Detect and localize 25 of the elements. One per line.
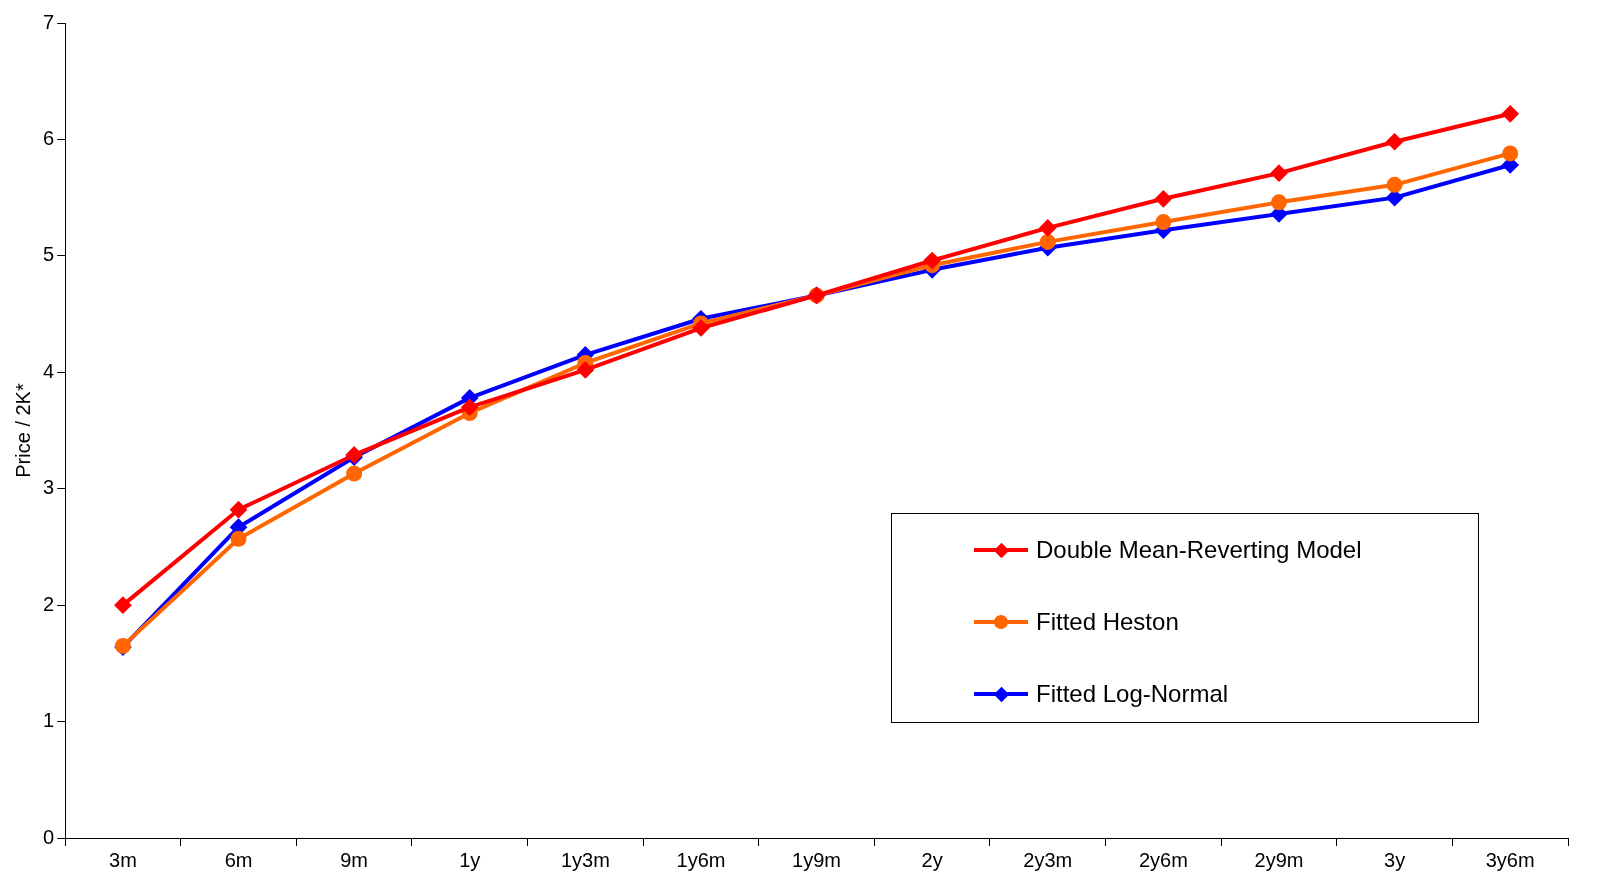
legend-label: Fitted Log-Normal <box>1036 680 1229 708</box>
y-tick-label: 4 <box>43 359 55 382</box>
y-tick-label: 1 <box>43 709 55 732</box>
x-tick-label: 1y6m <box>676 848 726 871</box>
x-tick-label: 2y3m <box>1023 848 1073 871</box>
y-tick-label: 7 <box>43 10 55 33</box>
x-tick-label: 1y <box>459 848 481 871</box>
x-tick-label: 1y3m <box>560 848 610 871</box>
x-tick-label: 2y9m <box>1254 848 1304 871</box>
x-tick-label: 9m <box>340 848 369 871</box>
x-tick-label: 6m <box>224 848 253 871</box>
legend-label: Fitted Heston <box>1036 608 1179 636</box>
x-tick-label: 2y6m <box>1138 848 1188 871</box>
x-tick-label: 2y <box>921 848 943 871</box>
legend-label: Double Mean-Reverting Model <box>1036 536 1362 564</box>
y-tick-label: 3 <box>43 476 55 499</box>
y-axis-title: Price / 2K* <box>11 383 34 478</box>
x-tick-label: 1y9m <box>792 848 842 871</box>
y-tick-label: 6 <box>43 126 55 149</box>
y-tick-label: 0 <box>43 825 55 848</box>
x-tick-label: 3m <box>109 848 137 871</box>
y-tick-label: 5 <box>43 243 55 266</box>
x-tick-label: 3y <box>1384 848 1406 871</box>
y-tick-label: 2 <box>43 592 55 615</box>
x-tick-label: 3y6m <box>1485 848 1535 871</box>
